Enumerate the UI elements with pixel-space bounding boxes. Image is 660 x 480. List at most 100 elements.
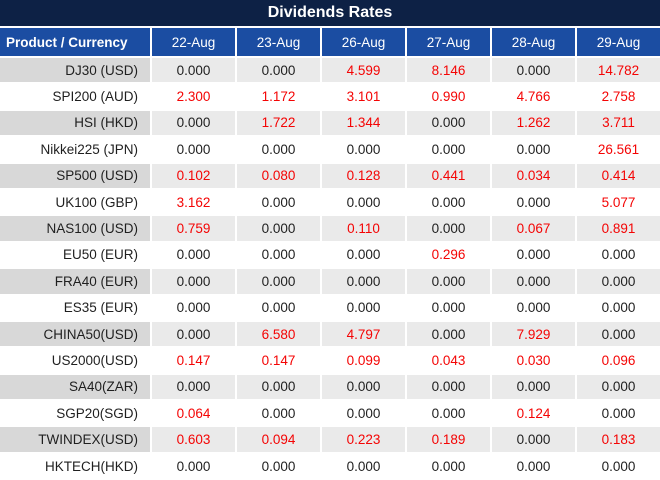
product-cell: DJ30 (USD) [0, 58, 150, 83]
value-cell: 0.759 [152, 216, 235, 241]
value-cell: 0.000 [577, 401, 660, 426]
value-cell: 0.000 [237, 137, 320, 162]
value-cell: 0.128 [322, 163, 405, 188]
table-row: CHINA50(USD) 0.000 6.580 4.797 0.000 7.929 0.0… [0, 321, 660, 347]
value-cell: 26.561 [577, 137, 660, 162]
column-header-date: 26-Aug [322, 28, 405, 56]
value-cell: 0.000 [492, 242, 575, 268]
product-cell: TWINDEX(USD) [0, 427, 150, 452]
value-cell: 0.147 [237, 348, 320, 373]
value-cell: 0.067 [492, 216, 575, 241]
value-cell: 0.990 [407, 84, 490, 109]
value-cell: 0.183 [577, 427, 660, 452]
value-cell: 0.000 [152, 321, 235, 347]
value-cell: 0.034 [492, 163, 575, 188]
value-cell: 0.223 [322, 427, 405, 452]
value-cell: 0.000 [322, 453, 405, 479]
value-cell: 6.580 [237, 321, 320, 347]
table-body: DJ30 (USD) 0.000 0.000 4.599 8.146 0.000 14.78… [0, 58, 660, 479]
value-cell: 0.000 [407, 137, 490, 162]
value-cell: 0.000 [237, 374, 320, 400]
value-cell: 0.000 [322, 295, 405, 320]
value-cell: 0.000 [322, 374, 405, 400]
value-cell: 0.000 [407, 189, 490, 215]
value-cell: 0.414 [577, 163, 660, 188]
product-cell: ES35 (EUR) [0, 295, 150, 320]
value-cell: 0.000 [407, 110, 490, 136]
value-cell: 4.766 [492, 84, 575, 109]
value-cell: 0.000 [237, 216, 320, 241]
value-cell: 0.124 [492, 401, 575, 426]
value-cell: 0.000 [237, 453, 320, 479]
column-header-row: Product / Currency 22-Aug 23-Aug 26-Aug 27-… [0, 28, 660, 56]
value-cell: 2.300 [152, 84, 235, 109]
table-row: SGP20(SGD) 0.064 0.000 0.000 0.000 0.124 0.000 [0, 401, 660, 426]
value-cell: 0.000 [492, 58, 575, 83]
value-cell: 0.000 [492, 269, 575, 294]
column-header-date: 27-Aug [407, 28, 490, 56]
value-cell: 0.000 [237, 58, 320, 83]
value-cell: 0.000 [322, 137, 405, 162]
value-cell: 0.000 [152, 295, 235, 320]
value-cell: 0.000 [152, 453, 235, 479]
product-cell: SP500 (USD) [0, 163, 150, 188]
product-cell: SA40(ZAR) [0, 374, 150, 400]
value-cell: 5.077 [577, 189, 660, 215]
table-row: HSI (HKD) 0.000 1.722 1.344 0.000 1.262 3.711 [0, 110, 660, 136]
value-cell: 0.064 [152, 401, 235, 426]
product-cell: SGP20(SGD) [0, 401, 150, 426]
value-cell: 0.000 [237, 401, 320, 426]
table-title: Dividends Rates [0, 0, 660, 26]
table-row: SA40(ZAR) 0.000 0.000 0.000 0.000 0.000 0.000 [0, 374, 660, 400]
column-header-date: 22-Aug [152, 28, 235, 56]
value-cell: 0.102 [152, 163, 235, 188]
table-row: HKTECH(HKD) 0.000 0.000 0.000 0.000 0.000 0.00… [0, 453, 660, 479]
value-cell: 8.146 [407, 58, 490, 83]
title-row: Dividends Rates [0, 0, 660, 26]
value-cell: 0.094 [237, 427, 320, 452]
value-cell: 0.000 [407, 295, 490, 320]
table-row: SP500 (USD) 0.102 0.080 0.128 0.441 0.034 0.41… [0, 163, 660, 188]
value-cell: 1.172 [237, 84, 320, 109]
value-cell: 0.000 [577, 321, 660, 347]
value-cell: 0.000 [407, 401, 490, 426]
value-cell: 0.000 [322, 189, 405, 215]
product-cell: US2000(USD) [0, 348, 150, 373]
value-cell: 0.000 [492, 295, 575, 320]
value-cell: 0.000 [492, 453, 575, 479]
product-cell: CHINA50(USD) [0, 321, 150, 347]
product-cell: SPI200 (AUD) [0, 84, 150, 109]
value-cell: 4.797 [322, 321, 405, 347]
value-cell: 1.722 [237, 110, 320, 136]
value-cell: 3.711 [577, 110, 660, 136]
column-header-product: Product / Currency [0, 28, 150, 56]
value-cell: 0.000 [322, 401, 405, 426]
table-row: US2000(USD) 0.147 0.147 0.099 0.043 0.030 0.09… [0, 348, 660, 373]
value-cell: 0.000 [577, 269, 660, 294]
value-cell: 0.000 [407, 453, 490, 479]
value-cell: 1.262 [492, 110, 575, 136]
value-cell: 3.101 [322, 84, 405, 109]
product-cell: HSI (HKD) [0, 110, 150, 136]
value-cell: 0.000 [407, 321, 490, 347]
value-cell: 0.000 [577, 374, 660, 400]
value-cell: 3.162 [152, 189, 235, 215]
product-cell: HKTECH(HKD) [0, 453, 150, 479]
value-cell: 0.000 [577, 295, 660, 320]
value-cell: 0.603 [152, 427, 235, 452]
table-row: EU50 (EUR) 0.000 0.000 0.000 0.296 0.000 0.000 [0, 242, 660, 268]
value-cell: 0.099 [322, 348, 405, 373]
table-row: TWINDEX(USD) 0.603 0.094 0.223 0.189 0.000 0.1… [0, 427, 660, 452]
value-cell: 0.000 [407, 374, 490, 400]
column-header-date: 23-Aug [237, 28, 320, 56]
value-cell: 0.000 [237, 295, 320, 320]
value-cell: 0.891 [577, 216, 660, 241]
value-cell: 0.043 [407, 348, 490, 373]
product-cell: NAS100 (USD) [0, 216, 150, 241]
value-cell: 0.000 [577, 453, 660, 479]
value-cell: 0.000 [237, 242, 320, 268]
value-cell: 0.000 [237, 189, 320, 215]
product-cell: FRA40 (EUR) [0, 269, 150, 294]
value-cell: 0.000 [152, 137, 235, 162]
